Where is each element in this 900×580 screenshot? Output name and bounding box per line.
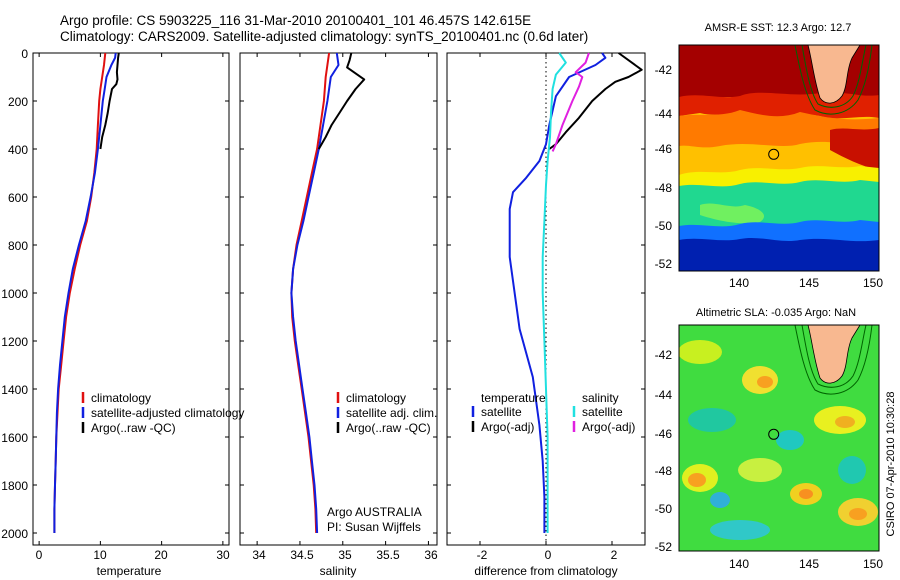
legend-label-temp-argo: Argo(-adj) <box>481 420 534 434</box>
salinity-x-tick: 34 <box>252 548 266 562</box>
figure-title-line2: Climatology: CARS2009. Satellite-adjuste… <box>60 29 588 44</box>
legend-label-sal-argo: Argo(-adj) <box>582 420 635 434</box>
sla-map-title: Altimetric SLA: -0.035 Argo: NaN <box>696 307 856 319</box>
latitude-tick: -44 <box>655 107 673 121</box>
difference-x-tick: 0 <box>545 548 552 562</box>
difference-legend: temperature satellite Argo(-adj) salinit… <box>471 391 635 434</box>
temperature-x-label: temperature <box>97 564 162 578</box>
temperature-plot-frame <box>32 52 230 546</box>
depth-tick: 1600 <box>1 431 28 445</box>
depth-tick: 1200 <box>1 335 28 349</box>
sla-map-panel: Altimetric SLA: -0.035 Argo: NaN <box>655 307 884 571</box>
salinity-x-tick: 35 <box>338 548 352 562</box>
sst-map-x-ticks: 140 145 150 <box>729 276 883 290</box>
sst-map-panel: AMSR-E SST: 12.3 Argo: 12.7 -42 -44 -46 … <box>655 22 884 290</box>
temperature-x-tick: 10 <box>93 548 107 562</box>
temperature-x-tick: 0 <box>36 548 43 562</box>
salinity-panel: 34 34.5 35 35.5 36 salinity climatology … <box>239 52 438 578</box>
latitude-tick: -44 <box>655 388 673 402</box>
sst-map-y-ticks: -42 -44 -46 -48 -50 -52 <box>655 63 673 271</box>
diff-temp-argo-line <box>548 52 643 150</box>
sla-map-y-ticks: -42 -44 -46 -48 -50 -52 <box>655 348 673 554</box>
temperature-x-tick: 20 <box>154 548 168 562</box>
sst-map-title: AMSR-E SST: 12.3 Argo: 12.7 <box>705 22 852 34</box>
principal-investigator-label: PI: Susan Wijffels <box>327 520 421 534</box>
legend-label-argo: Argo(..raw -QC) <box>346 421 431 435</box>
salinity-x-ticks: 34 34.5 35 35.5 36 <box>252 548 438 562</box>
difference-x-ticks: -2 0 2 <box>477 548 618 562</box>
sst-field <box>679 45 879 271</box>
sst-map-frame <box>678 44 880 272</box>
depth-tick: 400 <box>8 143 28 157</box>
diff-sal-satellite-line <box>541 52 567 533</box>
legend-heading-salinity: salinity <box>582 391 619 405</box>
difference-x-tick: -2 <box>477 548 488 562</box>
depth-tick: 1800 <box>1 479 28 493</box>
difference-panel: -2 0 2 difference from climatology tempe… <box>446 52 646 578</box>
figure-title-line1: Argo profile: CS 5903225_116 31-Mar-2010… <box>60 13 531 28</box>
latitude-tick: -48 <box>655 464 673 478</box>
depth-tick: 2000 <box>1 527 28 541</box>
legend-label-climatology: climatology <box>91 391 151 405</box>
latitude-tick: -50 <box>655 219 673 233</box>
longitude-tick: 140 <box>729 557 749 571</box>
depth-tick: 200 <box>8 95 28 109</box>
argo-position-marker <box>768 148 780 160</box>
temperature-legend: climatology satellite-adjusted climatolo… <box>81 391 244 435</box>
sla-map-x-ticks: 140 145 150 <box>729 557 883 571</box>
latitude-tick: -46 <box>655 142 673 156</box>
argo-program-label: Argo AUSTRALIA <box>327 505 422 519</box>
difference-x-tick: 2 <box>611 548 618 562</box>
argo-position-marker <box>768 428 780 440</box>
latitude-tick: -48 <box>655 181 673 195</box>
legend-label-temp-satellite: satellite <box>481 405 522 419</box>
sla-map-frame <box>678 324 880 552</box>
depth-y-ticks: 0 200 400 600 800 1000 1200 1400 1600 18… <box>1 47 28 541</box>
latitude-tick: -42 <box>655 63 673 77</box>
depth-tick: 600 <box>8 191 28 205</box>
salinity-plot-frame <box>239 52 438 546</box>
legend-label-sal-satellite: satellite <box>582 405 623 419</box>
diff-sal-argo-line <box>551 52 590 152</box>
salinity-x-tick: 36 <box>424 548 438 562</box>
salinity-x-tick: 35.5 <box>376 548 400 562</box>
depth-tick: 800 <box>8 239 28 253</box>
salinity-argo-line <box>317 52 366 150</box>
salinity-x-label: salinity <box>320 564 357 578</box>
legend-label-satellite: satellite-adjusted climatology <box>91 406 244 420</box>
legend-label-argo: Argo(..raw -QC) <box>91 421 176 435</box>
legend-heading-temperature: temperature <box>481 391 546 405</box>
latitude-tick: -52 <box>655 257 673 271</box>
latitude-tick: -50 <box>655 502 673 516</box>
depth-tick: 1000 <box>1 287 28 301</box>
difference-plot-frame <box>446 52 646 546</box>
depth-tick: 1400 <box>1 383 28 397</box>
longitude-tick: 145 <box>799 276 819 290</box>
temperature-climatology-line <box>53 52 107 533</box>
sla-field <box>679 325 879 551</box>
latitude-tick: -52 <box>655 540 673 554</box>
csiro-timestamp-label: CSIRO 07-Apr-2010 10:30:28 <box>885 392 897 537</box>
depth-tick: 0 <box>21 47 28 61</box>
longitude-tick: 150 <box>863 557 883 571</box>
longitude-tick: 150 <box>863 276 883 290</box>
longitude-tick: 145 <box>799 557 819 571</box>
temperature-x-ticks: 0 10 20 30 <box>36 548 230 562</box>
temperature-argo-line <box>99 52 120 150</box>
diff-temp-satellite-line <box>508 52 607 533</box>
temperature-panel: 0 10 20 30 0 200 400 600 800 1000 1200 1… <box>1 47 244 578</box>
temperature-satellite-line <box>53 52 117 533</box>
difference-x-label: difference from climatology <box>474 564 617 578</box>
temperature-x-tick: 30 <box>216 548 230 562</box>
salinity-legend: climatology satellite adj. clim. Argo(..… <box>336 391 437 435</box>
legend-label-satellite: satellite adj. clim. <box>346 406 437 420</box>
salinity-satellite-line <box>290 52 340 534</box>
latitude-tick: -42 <box>655 348 673 362</box>
latitude-tick: -46 <box>655 427 673 441</box>
salinity-x-tick: 34.5 <box>290 548 314 562</box>
longitude-tick: 140 <box>729 276 749 290</box>
legend-label-climatology: climatology <box>346 391 406 405</box>
